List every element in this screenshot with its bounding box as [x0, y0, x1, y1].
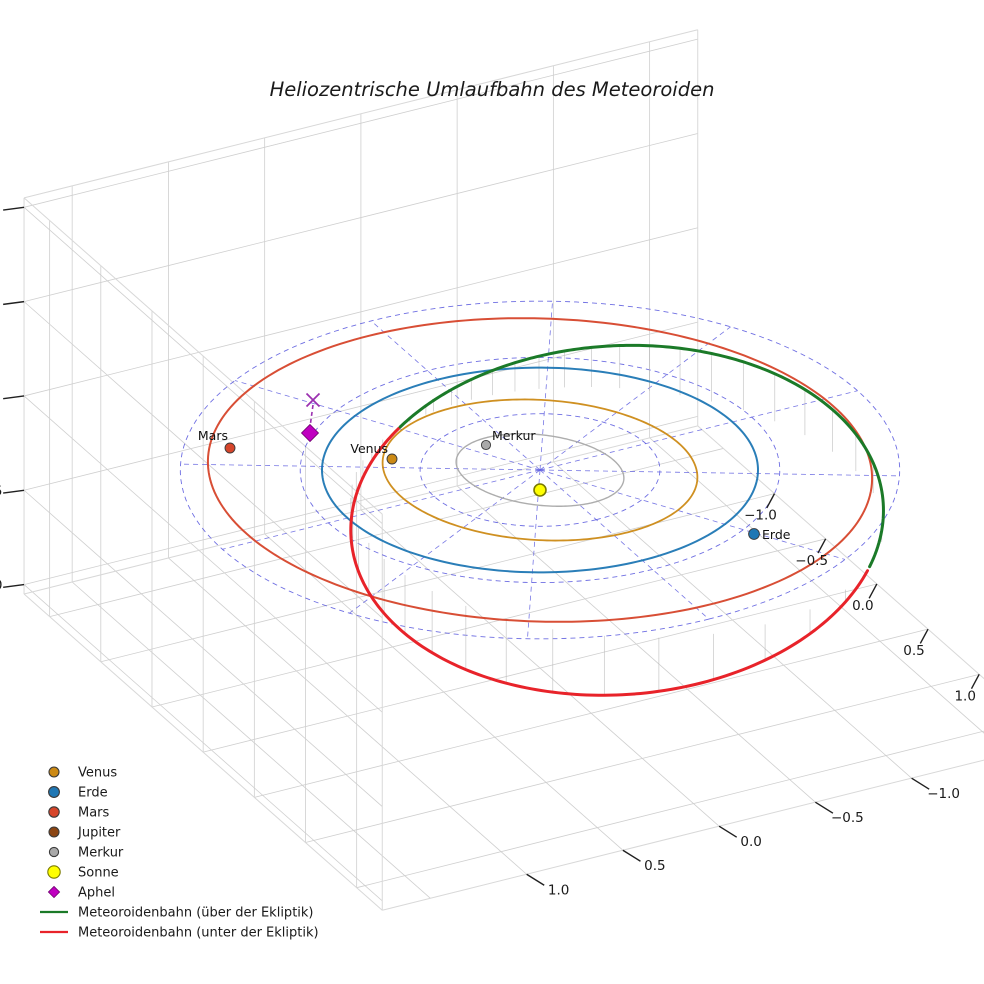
legend-swatch-dot [48, 806, 60, 818]
axis-tick-label: 1.0 [954, 688, 975, 704]
planet-marker-merkur[interactable] [480, 439, 492, 451]
axis-tick-label: −0.5 [795, 553, 828, 569]
page-title: Heliozentrische Umlaufbahn des Meteoroid… [270, 78, 715, 101]
body-markers: Mars Venus Merkur Erde [198, 392, 791, 542]
legend-item-label[interactable]: Mars [78, 806, 110, 821]
planet-marker-mars[interactable] [224, 442, 236, 454]
legend-swatch-dot [48, 826, 60, 838]
axis-tick-label: 0.5 [644, 858, 665, 874]
legend-item-label[interactable]: Meteoroidenbahn (unter der Ekliptik) [78, 926, 319, 941]
axis-tick-label: 0.0 [740, 834, 761, 850]
axis-ticks: −1.0 −0.5 0.0 0.5 1.0 −1.0 −0.5 0.0 0.5 1.0 −1.0 −0… [0, 206, 980, 898]
axis-tick-label: −1.0 [0, 578, 2, 594]
legend[interactable]: Venus Erde Mars Jupiter Merkur Sonne Aphel Mete… [38, 758, 358, 958]
legend-item-label[interactable]: Erde [78, 786, 108, 801]
meteoroid-drop-lines [350, 345, 883, 696]
legend-item-label[interactable]: Jupiter [77, 826, 121, 841]
legend-item-label[interactable]: Sonne [78, 866, 119, 881]
legend-item-label[interactable]: Aphel [78, 886, 115, 901]
planet-label-mars: Mars [198, 428, 228, 443]
axis-tick-label: 1.0 [548, 882, 569, 898]
axis-tick-label: −1.0 [927, 786, 960, 802]
legend-swatch-dot [47, 865, 61, 879]
axis-tick-label: −0.5 [831, 810, 864, 826]
planet-label-venus: Venus [350, 441, 388, 456]
axis-tick-label: 0.0 [852, 598, 873, 614]
legend-item-label[interactable]: Merkur [78, 846, 124, 861]
aphel-marker[interactable] [300, 423, 320, 443]
legend-swatch-diamond [47, 885, 61, 899]
planet-orbits [206, 317, 874, 623]
legend-item-label[interactable]: Venus [78, 766, 117, 781]
planet-label-merkur: Merkur [492, 428, 536, 443]
legend-item-label[interactable]: Meteoroidenbahn (über der Ekliptik) [78, 906, 314, 921]
axis-tick-label: −0.5 [0, 483, 2, 499]
axis-tick-label: 0.5 [903, 643, 924, 659]
ecliptic-reference-grid [179, 300, 901, 640]
planet-marker-erde[interactable] [748, 528, 760, 540]
sun-marker[interactable] [533, 483, 547, 497]
legend-swatch-dot [48, 766, 60, 778]
planet-label-erde: Erde [762, 527, 791, 542]
axis-tick-label: −1.0 [744, 508, 777, 524]
legend-swatch-dot [48, 846, 60, 858]
planet-marker-venus[interactable] [386, 453, 398, 465]
legend-swatch-dot [48, 786, 60, 798]
meteoroid-orbit [349, 343, 885, 697]
